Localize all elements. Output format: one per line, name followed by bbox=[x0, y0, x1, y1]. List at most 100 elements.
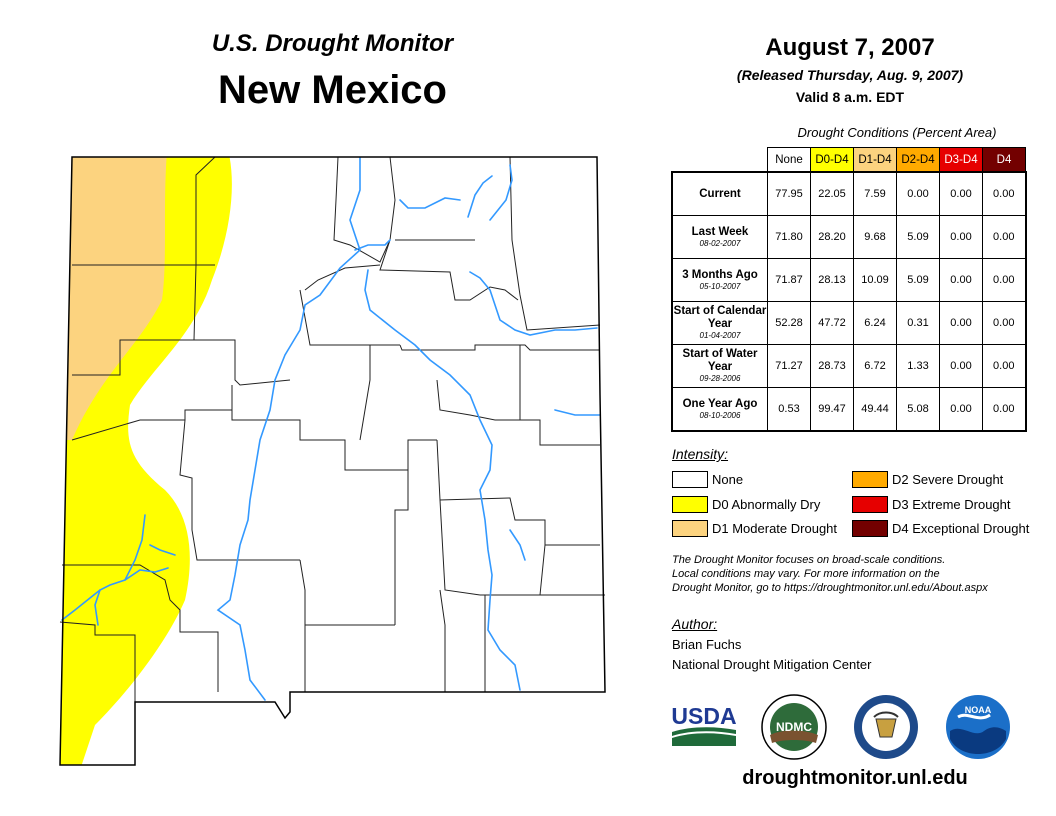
note-line: Drought Monitor, go to https://droughtmo… bbox=[672, 582, 988, 594]
table-cell: 28.20 bbox=[810, 215, 854, 259]
table-cell: 7.59 bbox=[853, 171, 897, 216]
table-cell: 22.05 bbox=[810, 171, 854, 216]
gila-river bbox=[61, 567, 169, 621]
table-cell: 0.00 bbox=[982, 258, 1027, 302]
noaa-logo: NOAA bbox=[946, 695, 1010, 759]
row-date: 09-28-2006 bbox=[699, 374, 741, 383]
table-cell: 5.09 bbox=[896, 258, 940, 302]
table-cell: 99.47 bbox=[810, 387, 854, 432]
col-header-d4: D4 bbox=[982, 147, 1026, 173]
legend-label: D2 Severe Drought bbox=[892, 472, 1004, 487]
usda-logo-text: USDA bbox=[671, 703, 736, 729]
legend-item-d0: D0 Abnormally Dry bbox=[672, 496, 820, 513]
legend-label: None bbox=[712, 472, 744, 487]
table-cell: 9.68 bbox=[853, 215, 897, 259]
legend-item-d3: D3 Extreme Drought bbox=[852, 496, 1011, 513]
conditions-table: None D0-D4 D1-D4 D2-D4 D3-D4 D4 Current … bbox=[671, 147, 1027, 432]
release-date: (Released Thursday, Aug. 9, 2007) bbox=[736, 67, 964, 83]
table-row: One Year Ago 08-10-2006 0.53 99.47 49.44 … bbox=[671, 387, 1027, 432]
table-cell: 28.73 bbox=[810, 344, 854, 388]
table-cell: 0.53 bbox=[767, 387, 811, 432]
legend-swatch bbox=[672, 496, 708, 513]
table-cell: 28.13 bbox=[810, 258, 854, 302]
table-cell: 47.72 bbox=[810, 301, 854, 345]
table-cell: 0.00 bbox=[939, 387, 983, 432]
row-label: 3 Months Ago 05-10-2007 bbox=[671, 258, 768, 302]
state-outline bbox=[59, 156, 606, 766]
row-date: 08-02-2007 bbox=[699, 238, 741, 248]
legend-swatch bbox=[852, 520, 888, 537]
row-label-text: One Year Ago bbox=[682, 397, 758, 410]
table-cell: 0.00 bbox=[939, 344, 983, 388]
rivers bbox=[61, 157, 601, 701]
row-label-text: Last Week bbox=[691, 225, 749, 238]
legend-label: D3 Extreme Drought bbox=[892, 497, 1011, 512]
legend-swatch bbox=[852, 471, 888, 488]
table-cell: 0.00 bbox=[896, 171, 940, 216]
valid-time: Valid 8 a.m. EDT bbox=[795, 89, 905, 105]
table-corner bbox=[672, 148, 768, 173]
row-label-text: 3 Months Ago bbox=[682, 268, 758, 281]
note-line: The Drought Monitor focuses on broad-sca… bbox=[672, 554, 946, 566]
legend-item-d2: D2 Severe Drought bbox=[852, 471, 1003, 488]
table-cell: 0.00 bbox=[939, 215, 983, 259]
table-cell: 6.72 bbox=[853, 344, 897, 388]
row-label: Current bbox=[671, 171, 768, 216]
legend-item-d1: D1 Moderate Drought bbox=[672, 520, 837, 537]
table-cell: 0.00 bbox=[982, 387, 1027, 432]
row-label-text: Start of Water Year bbox=[682, 348, 758, 373]
table-cell: 0.00 bbox=[982, 215, 1027, 259]
table-cell: 0.00 bbox=[939, 171, 983, 216]
legend-label: D4 Exceptional Drought bbox=[892, 521, 1030, 536]
county-boundaries bbox=[59, 156, 605, 702]
col-header-d1-d4: D1-D4 bbox=[853, 147, 897, 173]
commerce-logo bbox=[854, 695, 918, 759]
intensity-title: Intensity: bbox=[672, 446, 729, 462]
map-subtitle: U.S. Drought Monitor bbox=[211, 30, 454, 57]
map-title: New Mexico bbox=[218, 68, 447, 112]
row-date: 05-10-2007 bbox=[699, 281, 741, 291]
table-row: Last Week 08-02-2007 71.80 28.20 9.68 5.0… bbox=[671, 215, 1027, 259]
table-cell: 0.31 bbox=[896, 301, 940, 345]
d1-area bbox=[60, 157, 168, 440]
table-cell: 71.80 bbox=[767, 215, 811, 259]
table-cell: 10.09 bbox=[853, 258, 897, 302]
row-date: 08-10-2006 bbox=[699, 410, 741, 420]
table-cell: 1.33 bbox=[896, 344, 940, 388]
conditions-title: Drought Conditions (Percent Area) bbox=[797, 125, 997, 140]
author-title: Author: bbox=[672, 616, 718, 632]
table-cell: 0.00 bbox=[982, 171, 1027, 216]
note-line: Local conditions may vary. For more info… bbox=[672, 568, 940, 580]
ndmc-logo-text: NDMC bbox=[776, 720, 812, 734]
table-cell: 0.00 bbox=[939, 258, 983, 302]
legend-swatch bbox=[672, 520, 708, 537]
info-note: The Drought Monitor focuses on broad-sca… bbox=[672, 553, 1042, 595]
legend-item-d4: D4 Exceptional Drought bbox=[852, 520, 1029, 537]
legend-label: D0 Abnormally Dry bbox=[712, 497, 821, 512]
map-date: August 7, 2007 bbox=[765, 34, 935, 61]
rio-grande bbox=[216, 157, 361, 701]
table-cell: 71.27 bbox=[767, 344, 811, 388]
website-url[interactable]: droughtmonitor.unl.edu bbox=[742, 767, 968, 789]
row-date: 01-04-2007 bbox=[699, 331, 741, 340]
new-mexico-drought-map bbox=[59, 156, 606, 766]
legend-swatch bbox=[852, 496, 888, 513]
row-label: Start of Calendar Year 01-04-2007 bbox=[671, 301, 768, 345]
legend-item-none: None bbox=[672, 471, 743, 488]
noaa-logo-text: NOAA bbox=[965, 705, 992, 715]
table-cell: 0.00 bbox=[982, 301, 1027, 345]
row-label: Last Week 08-02-2007 bbox=[671, 215, 768, 259]
table-row: Start of Water Year 09-28-2006 71.27 28.7… bbox=[671, 344, 1027, 388]
col-header-d0-d4: D0-D4 bbox=[810, 147, 854, 173]
row-label-text: Start of Calendar Year bbox=[673, 305, 767, 330]
table-row: 3 Months Ago 05-10-2007 71.87 28.13 10.09… bbox=[671, 258, 1027, 302]
table-row: Start of Calendar Year 01-04-2007 52.28 4… bbox=[671, 301, 1027, 345]
legend-label: D1 Moderate Drought bbox=[712, 521, 838, 536]
table-cell: 5.08 bbox=[896, 387, 940, 432]
col-header-d2-d4: D2-D4 bbox=[896, 147, 940, 173]
col-header-none: None bbox=[767, 147, 811, 173]
row-label: Start of Water Year 09-28-2006 bbox=[671, 344, 768, 388]
legend-swatch bbox=[672, 471, 708, 488]
usda-logo: USDA bbox=[671, 703, 737, 746]
table-row: Current 77.95 22.05 7.59 0.00 0.00 0.00 bbox=[671, 171, 1027, 216]
